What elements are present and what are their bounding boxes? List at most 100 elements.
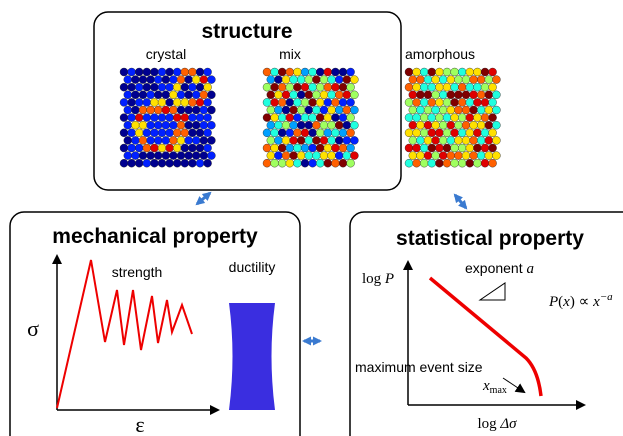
atom <box>451 68 459 76</box>
atom <box>320 91 328 99</box>
atom <box>435 114 443 122</box>
atom <box>267 106 275 114</box>
atom <box>409 136 417 144</box>
atom <box>263 68 271 76</box>
atom <box>489 68 497 76</box>
atom <box>154 91 162 99</box>
atom <box>331 98 339 106</box>
atom <box>473 114 481 122</box>
atom <box>162 121 170 129</box>
atom <box>416 152 424 160</box>
atom <box>443 68 451 76</box>
atom <box>481 129 489 137</box>
atom <box>331 159 339 167</box>
atom <box>316 68 324 76</box>
atom <box>320 106 328 114</box>
atom <box>339 159 347 167</box>
atom <box>339 129 347 137</box>
atom <box>335 106 343 114</box>
atom <box>477 152 485 160</box>
atom <box>271 159 279 167</box>
log: log <box>477 416 497 432</box>
atom <box>324 129 332 137</box>
atom <box>278 68 286 76</box>
atom <box>458 114 466 122</box>
atom <box>320 76 328 84</box>
symbol: P <box>384 271 394 287</box>
atom <box>320 136 328 144</box>
atom <box>428 98 436 106</box>
atom <box>331 144 339 152</box>
atom <box>293 68 301 76</box>
atom <box>271 114 279 122</box>
atom <box>290 136 298 144</box>
atom <box>324 114 332 122</box>
atom <box>451 83 459 91</box>
atom <box>347 98 355 106</box>
atom <box>312 121 320 129</box>
atom <box>200 106 208 114</box>
atom <box>207 121 215 129</box>
atom <box>207 106 215 114</box>
atom <box>204 159 212 167</box>
atom <box>481 159 489 167</box>
atom <box>454 76 462 84</box>
atom <box>447 121 455 129</box>
atom <box>328 91 336 99</box>
atom <box>477 91 485 99</box>
atom <box>263 159 271 167</box>
atom <box>177 121 185 129</box>
atom <box>135 144 143 152</box>
atom <box>413 159 421 167</box>
atom <box>274 76 282 84</box>
atom <box>158 159 166 167</box>
atom <box>413 83 421 91</box>
atom <box>481 98 489 106</box>
atom <box>343 136 351 144</box>
atom <box>443 129 451 137</box>
atom <box>177 91 185 99</box>
atom <box>173 68 181 76</box>
atom <box>181 159 189 167</box>
atom <box>147 76 155 84</box>
atom <box>405 98 413 106</box>
atom <box>181 129 189 137</box>
atom <box>278 114 286 122</box>
atom <box>139 106 147 114</box>
atom <box>286 159 294 167</box>
atom <box>466 114 474 122</box>
atom <box>424 91 432 99</box>
atom <box>405 144 413 152</box>
atom <box>409 91 417 99</box>
atom <box>124 136 132 144</box>
atom <box>173 159 181 167</box>
atom <box>350 121 358 129</box>
atom <box>420 159 428 167</box>
atom <box>271 129 279 137</box>
atom <box>489 98 497 106</box>
atom <box>339 98 347 106</box>
atom <box>339 83 347 91</box>
link-arrow <box>197 193 210 204</box>
panel-label: crystal <box>146 46 186 62</box>
atom <box>139 121 147 129</box>
atom <box>454 136 462 144</box>
atom <box>166 114 174 122</box>
atom <box>158 129 166 137</box>
atom <box>405 83 413 91</box>
atom <box>305 121 313 129</box>
atom <box>324 159 332 167</box>
atom <box>473 68 481 76</box>
atom <box>316 129 324 137</box>
atom <box>301 159 309 167</box>
atom <box>286 114 294 122</box>
atom <box>331 114 339 122</box>
atom <box>420 144 428 152</box>
atom <box>481 114 489 122</box>
atom <box>458 83 466 91</box>
atom <box>462 136 470 144</box>
atom <box>166 129 174 137</box>
atom <box>290 121 298 129</box>
atom <box>188 68 196 76</box>
atom <box>305 152 313 160</box>
